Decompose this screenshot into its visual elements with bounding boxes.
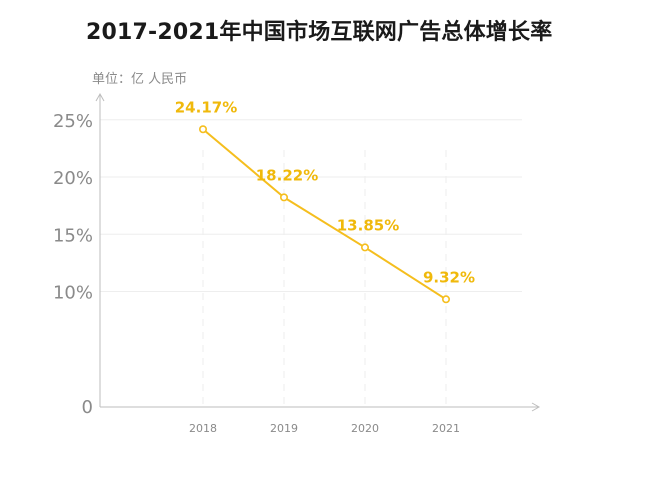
unit-label: 单位：亿 人民币 — [92, 72, 188, 87]
x-tick-label: 2021 — [432, 422, 460, 435]
grid-layer — [100, 119, 522, 406]
x-tick-label: 2020 — [351, 422, 379, 435]
data-label: 24.17% — [175, 98, 237, 116]
y-tick-label: 10% — [53, 283, 93, 304]
x-tick-label: 2019 — [270, 422, 298, 435]
x-axis-arrow — [531, 402, 541, 412]
y-tick-labels: 0 10% 15% 20% 25% — [53, 111, 93, 418]
data-labels: 24.17% 18.22% 13.85% 9.32% — [175, 98, 475, 286]
series-layer — [199, 125, 450, 304]
data-point — [441, 295, 450, 304]
x-tick-label: 2018 — [189, 422, 217, 435]
data-point — [279, 193, 288, 202]
y-tick-label: 20% — [53, 168, 93, 189]
chart-title: 2017-2021年中国市场互联网广告总体增长率 — [86, 20, 553, 45]
data-point — [199, 125, 208, 134]
data-label: 18.22% — [256, 166, 318, 184]
series-line — [202, 128, 447, 301]
y-tick-label: 15% — [53, 225, 93, 246]
data-label: 13.85% — [337, 216, 399, 234]
data-point — [360, 243, 369, 252]
y-tick-label: 0 — [82, 397, 93, 418]
y-tick-label: 25% — [53, 111, 93, 132]
x-tick-labels: 2018 2019 2020 2021 — [189, 422, 460, 435]
y-axis-arrow — [95, 92, 105, 102]
data-label: 9.32% — [423, 268, 475, 286]
axis-layer — [95, 92, 541, 412]
